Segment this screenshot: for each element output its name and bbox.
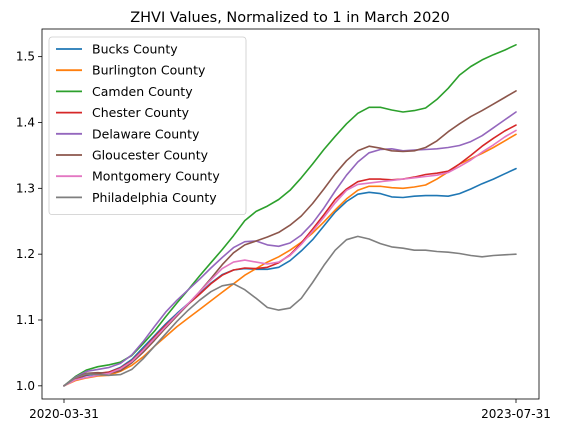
y-tick-label: 1.2 xyxy=(16,247,35,261)
series-line-philadelphia-county xyxy=(63,235,517,387)
legend-label-philadelphia-county: Philadelphia County xyxy=(92,190,217,205)
legend-box xyxy=(48,36,247,216)
series-line-burlington-county xyxy=(63,133,517,387)
y-tick-label: 1.5 xyxy=(16,50,35,64)
legend-label-delaware-county: Delaware County xyxy=(92,126,200,141)
y-axis: 1.0 1.1 1.2 1.3 1.4 1.5 xyxy=(16,50,42,393)
x-axis: 2020-03-31 2023-07-31 xyxy=(29,399,551,421)
legend-label-camden-county: Camden County xyxy=(92,84,193,99)
legend-label-montgomery-county: Montgomery County xyxy=(92,169,220,184)
legend-label-bucks-county: Bucks County xyxy=(92,42,178,57)
x-tick-label: 2020-03-31 xyxy=(29,407,99,421)
legend-label-gloucester-county: Gloucester County xyxy=(92,148,209,163)
series-layer xyxy=(63,43,517,387)
y-tick-label: 1.1 xyxy=(16,313,35,327)
series-line-montgomery-county xyxy=(63,129,517,387)
series-line-bucks-county xyxy=(63,167,517,387)
series-line-camden-county xyxy=(63,43,517,387)
x-tick-label: 2023-07-31 xyxy=(481,407,551,421)
series-line-gloucester-county xyxy=(63,90,517,387)
y-tick-label: 1.4 xyxy=(16,115,35,129)
legend-label-burlington-county: Burlington County xyxy=(92,63,206,78)
series-line-delaware-county xyxy=(63,111,517,387)
legend-label-chester-county: Chester County xyxy=(92,105,190,120)
y-tick-label: 1.0 xyxy=(16,379,35,393)
chart-title: ZHVI Values, Normalized to 1 in March 20… xyxy=(130,10,450,26)
plot-frame xyxy=(41,28,540,400)
legend: Bucks County Burlington County Camden Coun… xyxy=(48,36,247,216)
y-tick-label: 1.3 xyxy=(16,181,35,195)
